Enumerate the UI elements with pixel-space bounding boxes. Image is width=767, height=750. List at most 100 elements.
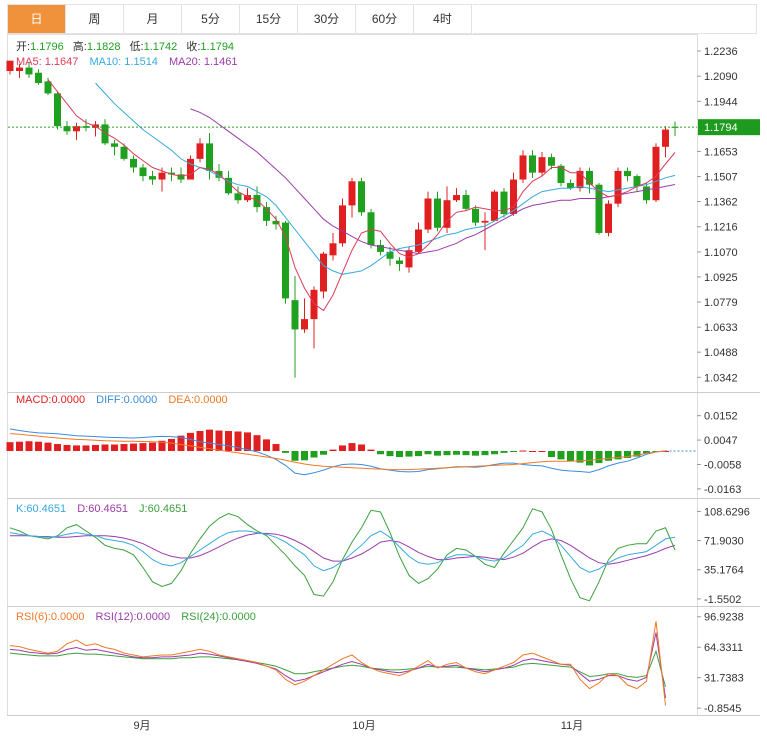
high-label: 高: (73, 39, 87, 53)
macd-bar (339, 445, 346, 451)
candle-body (196, 143, 204, 159)
rsi-legend-24: RSI(24):0.0000 (181, 611, 256, 623)
period-tabs: 日 周 月 5分 15分 30分 60分 4时 (7, 4, 472, 34)
macd-bar (405, 451, 413, 457)
rsi24-line (9, 649, 666, 687)
macd-bar (16, 441, 23, 451)
ma5-line (47, 79, 676, 312)
last-price-tag (698, 119, 760, 136)
rsi6-line (9, 621, 666, 706)
candle-body (491, 191, 498, 221)
candle-body (472, 208, 479, 223)
tab-60min[interactable]: 60分 (356, 5, 414, 33)
candle-body (63, 126, 71, 132)
macd-bar (253, 435, 261, 451)
candle-body (16, 67, 23, 72)
macd-bar (367, 449, 375, 451)
macd-bar (434, 451, 441, 456)
candle-body (586, 170, 593, 185)
macd-bar (614, 451, 622, 460)
macd-bar (215, 430, 223, 451)
macd-bar (472, 451, 479, 456)
candle-body (291, 300, 299, 330)
candle-body (339, 205, 346, 244)
macd-bar (320, 451, 327, 455)
candle-body (149, 176, 156, 180)
macd-bar (529, 451, 536, 452)
macd-legend-macd: MACD:0.0000 (16, 394, 85, 406)
macd-bar (6, 442, 14, 451)
candle-body (244, 195, 251, 201)
macd-bar (301, 451, 308, 461)
macd-bar (605, 451, 612, 461)
rsi12-line (9, 632, 666, 699)
candle-body (434, 198, 441, 228)
candle-body (377, 245, 384, 252)
close-label: 收: (186, 39, 200, 53)
candle-body (548, 157, 555, 166)
macd-bar (424, 451, 432, 455)
last-price-label: 1.1794 (704, 122, 738, 134)
candle-body (557, 165, 565, 183)
macd-bar (576, 451, 584, 463)
macd-bar (73, 445, 80, 451)
macd-bar (25, 441, 33, 451)
candle-body (662, 129, 669, 147)
price-ytick-label: 1.1944 (704, 96, 738, 108)
macd-ytick-label: 0.0152 (704, 411, 738, 423)
candle-body (111, 143, 118, 147)
candle-body (225, 177, 232, 194)
price-ytick-label: 1.0342 (704, 372, 738, 384)
macd-bar (35, 441, 42, 451)
macd-bar (329, 449, 337, 451)
candle-body (462, 195, 470, 209)
candle-body (576, 170, 584, 189)
candle-body (538, 157, 546, 173)
tab-month[interactable]: 月 (124, 5, 182, 33)
candle-body (671, 126, 679, 128)
kdj-ytick-label: 108.6296 (704, 506, 750, 518)
candle-body (643, 186, 650, 201)
candle-body (234, 193, 242, 201)
candle-body (329, 243, 337, 256)
macd-bar (158, 440, 166, 451)
price-ytick-label: 1.0488 (704, 347, 738, 359)
kdj-legend: K:60.4651 D:60.4651 J:60.4651 (16, 503, 187, 515)
rsi-legend: RSI(6):0.0000 RSI(12):0.0000 RSI(24):0.0… (16, 611, 256, 623)
macd-bar (54, 444, 61, 451)
candle-body (453, 195, 460, 201)
tab-bar-filler (473, 4, 757, 34)
price-ytick-label: 1.0779 (704, 297, 738, 309)
x-label-oct: 10月 (352, 720, 375, 732)
candle-body (443, 200, 451, 228)
tab-30min[interactable]: 30分 (298, 5, 356, 33)
macd-bar (111, 444, 118, 451)
macd-bar (595, 451, 603, 464)
kdj-legend-k: K:60.4651 (16, 503, 66, 515)
tab-week[interactable]: 周 (66, 5, 124, 33)
macd-bar (396, 451, 403, 458)
candle-body (272, 220, 280, 225)
tab-15min[interactable]: 15分 (240, 5, 298, 33)
candle-body (348, 181, 356, 206)
macd-bar (462, 451, 470, 456)
price-ytick-label: 1.1216 (704, 222, 738, 234)
candle-body (614, 170, 622, 204)
tab-5min[interactable]: 5分 (182, 5, 240, 33)
candle-body (424, 198, 432, 230)
candle-body (73, 126, 80, 132)
macd-panel: 0.0152 0.0047 -0.0058 -0.0163 (6, 411, 741, 496)
kdj-j-line (9, 508, 676, 602)
x-label-nov: 11月 (561, 720, 583, 732)
candle-body (595, 184, 603, 233)
ma20-legend: MA20: 1.1461 (169, 56, 238, 68)
candle-body (310, 289, 318, 320)
tab-4hour[interactable]: 4时 (414, 5, 472, 33)
kdj-ytick-label: 71.9030 (704, 536, 744, 548)
macd-bar (44, 442, 52, 451)
tab-day[interactable]: 日 (8, 5, 66, 33)
candle-body (500, 191, 508, 214)
candle-body (101, 124, 109, 144)
rsi-ytick-label: 96.9238 (704, 612, 744, 624)
macd-bar (643, 451, 650, 454)
